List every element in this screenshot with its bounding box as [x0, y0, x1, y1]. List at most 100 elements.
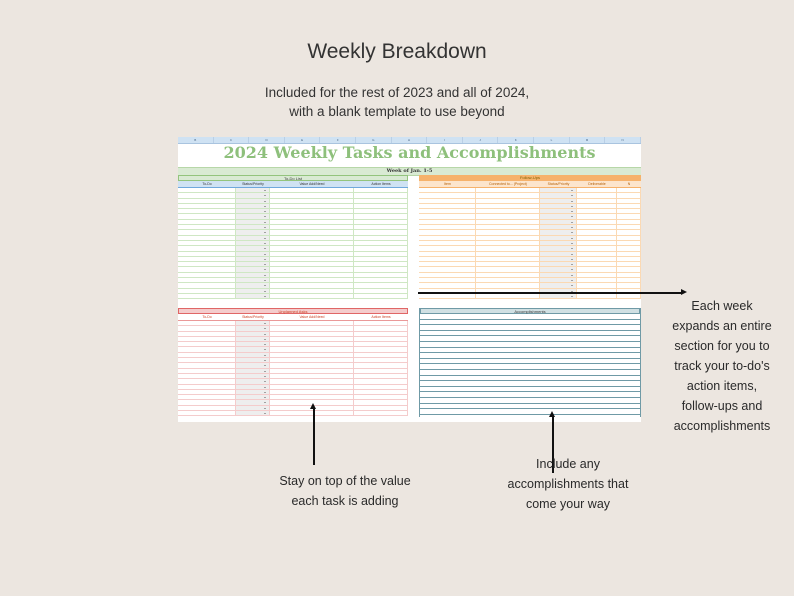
column-letter: J: [463, 137, 499, 143]
table-row: [419, 214, 641, 220]
table-row: [178, 405, 408, 412]
status-dropdown[interactable]: [236, 352, 270, 358]
status-dropdown[interactable]: [236, 246, 270, 251]
status-dropdown[interactable]: [236, 251, 270, 256]
column-header: Status/Priority: [242, 182, 264, 186]
status-dropdown[interactable]: [540, 235, 577, 240]
status-dropdown[interactable]: [236, 225, 270, 230]
table-cell: [178, 230, 236, 235]
status-dropdown[interactable]: [540, 251, 577, 256]
unplanned-rows: [178, 321, 408, 417]
status-dropdown[interactable]: [236, 326, 270, 331]
column-header: To-Do: [202, 182, 212, 186]
status-dropdown[interactable]: [236, 256, 270, 262]
table-cell: [178, 246, 236, 251]
status-dropdown[interactable]: [540, 230, 577, 235]
table-cell: [419, 230, 476, 235]
table-cell: [178, 198, 236, 203]
status-dropdown[interactable]: [236, 342, 270, 347]
status-dropdown[interactable]: [540, 203, 577, 209]
status-dropdown[interactable]: [236, 272, 270, 278]
status-dropdown[interactable]: [236, 283, 270, 288]
status-dropdown[interactable]: [540, 246, 577, 251]
status-dropdown[interactable]: [540, 256, 577, 262]
subtitle-line-1: Included for the rest of 2023 and all of…: [264, 85, 530, 100]
column-letter: E: [285, 137, 321, 143]
table-cell: [476, 283, 540, 288]
table-cell: [270, 336, 354, 342]
status-dropdown[interactable]: [236, 235, 270, 240]
table-cell: [178, 342, 236, 347]
status-dropdown[interactable]: [540, 188, 577, 193]
accomplishment-line: [420, 320, 640, 326]
status-dropdown[interactable]: [236, 214, 270, 219]
status-dropdown[interactable]: [236, 363, 270, 368]
status-dropdown[interactable]: [236, 336, 270, 342]
status-dropdown[interactable]: [236, 219, 270, 225]
table-cell: [476, 246, 540, 251]
status-dropdown[interactable]: [540, 267, 577, 272]
status-dropdown[interactable]: [540, 278, 577, 283]
status-dropdown[interactable]: [540, 240, 577, 246]
status-dropdown[interactable]: [236, 267, 270, 272]
status-dropdown[interactable]: [236, 368, 270, 373]
table-cell: [617, 240, 641, 246]
status-dropdown[interactable]: [540, 214, 577, 219]
followups-column-headers: Item Connected to... (Project) Status/Prio…: [419, 181, 641, 188]
table-row: [178, 214, 408, 220]
status-dropdown[interactable]: [236, 379, 270, 384]
status-dropdown[interactable]: [236, 389, 270, 395]
status-dropdown[interactable]: [540, 209, 577, 214]
status-dropdown[interactable]: [236, 358, 270, 363]
status-dropdown[interactable]: [540, 293, 577, 299]
table-row: [419, 256, 641, 263]
status-dropdown[interactable]: [540, 262, 577, 267]
status-dropdown[interactable]: [236, 230, 270, 235]
status-dropdown[interactable]: [236, 411, 270, 416]
table-cell: [577, 256, 617, 262]
status-dropdown[interactable]: [236, 331, 270, 336]
table-cell: [178, 379, 236, 384]
table-cell: [270, 267, 354, 272]
table-cell: [178, 214, 236, 219]
table-cell: [476, 251, 540, 256]
table-row: [419, 235, 641, 241]
status-dropdown[interactable]: [540, 272, 577, 278]
accomplishment-line: [420, 409, 640, 415]
status-dropdown[interactable]: [236, 347, 270, 352]
status-dropdown[interactable]: [236, 262, 270, 267]
note-line: section for you to: [674, 339, 770, 353]
status-dropdown[interactable]: [236, 193, 270, 198]
status-dropdown[interactable]: [540, 198, 577, 203]
table-cell: [476, 209, 540, 214]
table-cell: [617, 278, 641, 283]
status-dropdown[interactable]: [236, 293, 270, 299]
status-dropdown[interactable]: [236, 321, 270, 326]
status-dropdown[interactable]: [236, 373, 270, 379]
status-dropdown[interactable]: [540, 225, 577, 230]
table-cell: [577, 219, 617, 225]
status-dropdown[interactable]: [540, 283, 577, 288]
status-dropdown[interactable]: [236, 400, 270, 405]
status-dropdown[interactable]: [236, 405, 270, 411]
note-line: Include any: [536, 457, 600, 471]
status-dropdown[interactable]: [540, 193, 577, 198]
status-dropdown[interactable]: [540, 288, 577, 293]
todo-section: To-Do List To-Do Status/Priority Value Add…: [178, 175, 408, 303]
column-letter: H: [392, 137, 428, 143]
table-row: [178, 230, 408, 236]
status-dropdown[interactable]: [236, 240, 270, 246]
status-dropdown[interactable]: [236, 395, 270, 400]
status-dropdown[interactable]: [236, 288, 270, 293]
status-dropdown[interactable]: [236, 203, 270, 209]
status-dropdown[interactable]: [236, 188, 270, 193]
status-dropdown[interactable]: [540, 219, 577, 225]
status-dropdown[interactable]: [236, 209, 270, 214]
status-dropdown[interactable]: [236, 198, 270, 203]
table-cell: [577, 198, 617, 203]
status-dropdown[interactable]: [236, 384, 270, 389]
table-row: [178, 240, 408, 247]
status-dropdown[interactable]: [236, 278, 270, 283]
table-row: [178, 389, 408, 396]
